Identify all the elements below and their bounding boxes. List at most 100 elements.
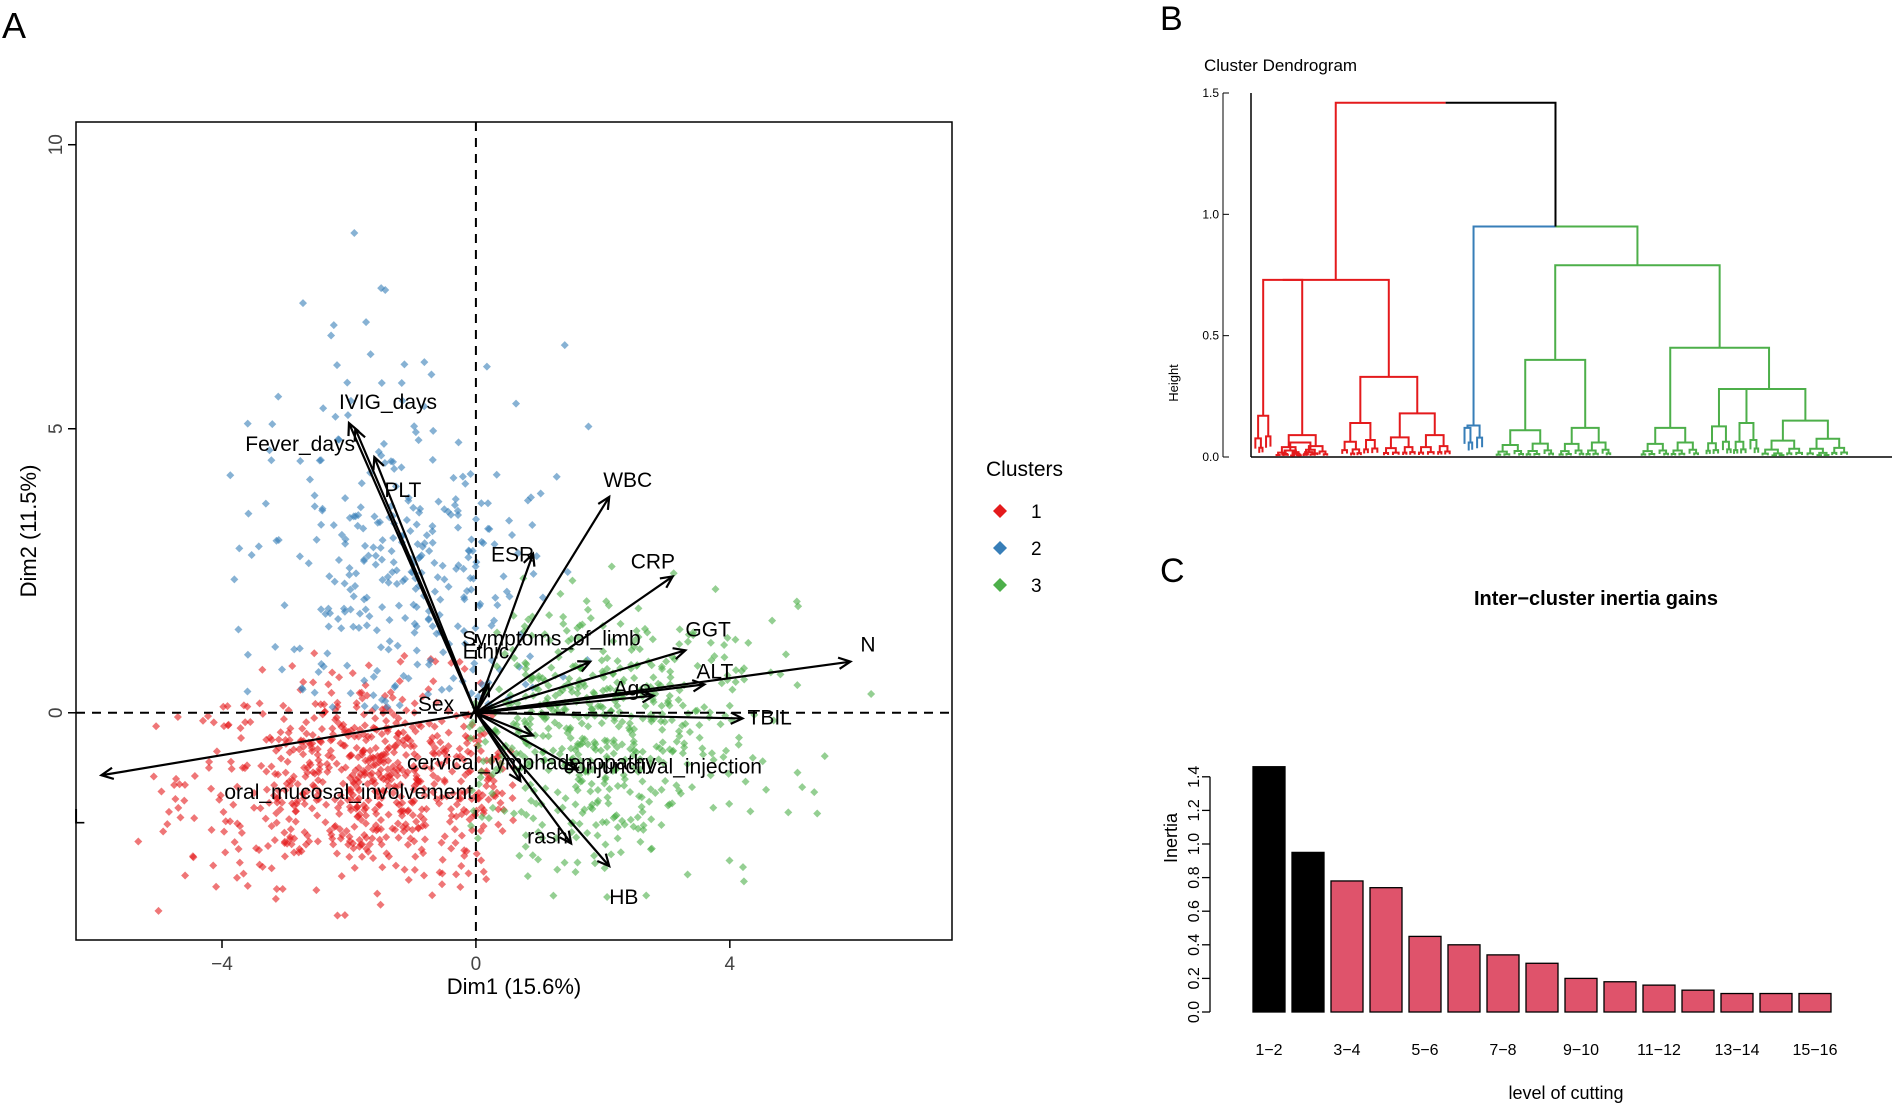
cluster-3-point [693,661,702,670]
cluster-3-point [616,619,625,628]
cluster-1-point [411,727,420,736]
cluster-1-point [349,779,358,788]
cluster-3-point [563,729,572,738]
cluster-1-point [233,819,242,828]
cluster-3-point [634,824,643,833]
variable-label: conjunctival_injection [563,756,761,779]
cluster-1-point [377,729,386,738]
cluster-1-point [329,840,338,849]
cluster-3-point [632,748,641,757]
cluster-2-point [271,642,280,651]
cluster-2-point [371,551,380,560]
cluster-1-point [408,811,417,820]
cluster-3-point [583,828,592,837]
cluster-3-point [566,744,575,753]
cluster-3-point [781,650,790,659]
cluster-3-point [578,620,587,629]
cluster-3-point [657,785,666,794]
cluster-1-point [181,871,190,880]
cluster-2-point [364,551,373,560]
dendrogram-link [1254,437,1262,449]
cluster-1-point [262,735,271,744]
cluster-2-point [461,479,470,488]
cluster-3-point [685,728,694,737]
cluster-2-point [329,321,338,330]
cluster-3-point [576,763,585,772]
cluster-3-point [724,769,733,778]
dendrogram-link [1318,450,1327,455]
variable-label: TBIL [748,706,792,729]
cluster-2-point [424,660,433,669]
inertia-y-tick-label: 1.2 [1186,799,1203,821]
dendrogram-link [1806,452,1814,456]
cluster-2-point [310,502,319,511]
cluster-3-point [561,705,570,714]
cluster-3-point [531,747,540,756]
inertia-bar [1486,954,1520,1013]
cluster-3-point [521,719,530,728]
dendrogram-link [1257,414,1270,439]
cluster-1-point [465,815,474,824]
dendrogram-y-tick-label: 0.5 [1202,329,1219,343]
cluster-1-point [388,824,397,833]
cluster-1-point [417,805,426,814]
cluster-3-point [647,815,656,824]
variable-label: ESR [491,544,534,567]
cluster-2-point [415,508,424,517]
arrowhead-conjunctival_injection [564,758,580,771]
cluster-1-point [389,710,398,719]
cluster-1-point [396,807,405,816]
cluster-1-point [175,780,184,789]
cluster-1-point [373,889,382,898]
cluster-3-point [699,750,708,759]
cluster-1-point [332,759,341,768]
cluster-1-point [328,668,337,677]
arrowhead-cervical_lymphadenopathy [519,725,536,738]
cluster-3-point [555,750,564,759]
cluster-1-point [383,765,392,774]
inertia-bar [1369,887,1403,1013]
cluster-1-point [355,842,364,851]
cluster-1-point [212,882,221,891]
dendrogram-link [1426,451,1435,455]
cluster-2-point [464,553,473,562]
dendrogram-link [1717,388,1748,427]
cluster-3-point [707,749,716,758]
cluster-3-point [651,789,660,798]
cluster-1-point [451,838,460,847]
cluster-1-point [277,754,286,763]
cluster-3-point [545,636,554,645]
cluster-1-point [420,871,429,880]
variable-label: PLT [384,479,421,502]
cluster-1-point [335,809,344,818]
pca-plot-frame [75,121,953,941]
dendrogram-link [1290,454,1296,457]
cluster-3-point [625,719,634,728]
cluster-1-point [440,832,449,841]
cluster-3-point [575,771,584,780]
cluster-3-point [614,722,623,731]
cluster-1-point [354,794,363,803]
cluster-1-point [164,807,173,816]
cluster-3-point [618,717,627,726]
cluster-2-point [377,695,386,704]
cluster-3-point [520,622,529,631]
cluster-1-point [279,715,288,724]
cluster-2-point [384,645,393,654]
dendrogram-link [1840,451,1849,455]
arrow-rash [475,712,573,845]
cluster-1-point [312,886,321,895]
dendrogram-link [1513,449,1523,455]
cluster-1-point [336,799,345,808]
cluster-1-point [321,818,330,827]
cluster-1-point [308,731,317,740]
cluster-2-point [369,543,378,552]
cluster-2-point [521,680,530,689]
cluster-3-point [549,891,558,900]
cluster-1-point [342,826,351,835]
cluster-1-point [409,785,418,794]
cluster-2-point [304,559,313,568]
arrowhead-hb [596,853,611,869]
cluster-3-point [592,820,601,829]
cluster-3-point [466,734,475,743]
